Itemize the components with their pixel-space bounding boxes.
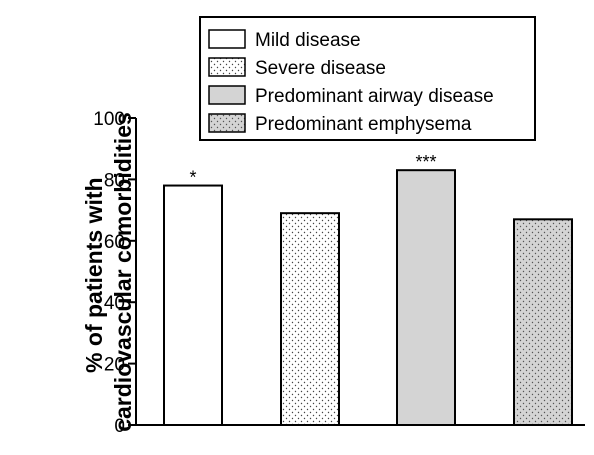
y-tick-label: 0 [114,416,125,437]
legend-label: Predominant emphysema [255,114,472,135]
bars: **** [163,152,573,426]
significance-label: * [189,168,196,188]
legend-swatch [208,29,246,49]
legend-swatch [208,85,246,105]
legend-label: Severe disease [255,58,386,79]
bar [396,169,456,426]
legend-swatch [208,113,246,133]
y-tick-label: 20 [104,355,125,376]
y-tick-label: 80 [104,170,125,191]
legend-label: Mild disease [255,30,361,51]
bar [513,218,573,426]
y-tick-label: 100 [93,109,125,130]
bar [280,212,340,426]
y-tick-label: 60 [104,232,125,253]
legend: Mild disease Severe disease Predominant ai… [199,16,536,141]
y-axis-label-line-1: % of patients with [81,177,107,373]
y-axis-label-line-2: cardiovascular comorbidities [110,112,136,432]
bar [163,184,223,426]
y-tick-label: 40 [104,293,125,314]
legend-swatch [208,57,246,77]
y-axis-label: % of patients with cardiovascular comorb… [81,112,136,432]
significance-label: *** [415,152,436,172]
legend-label: Predominant airway disease [255,86,494,107]
legend-box [199,16,536,141]
